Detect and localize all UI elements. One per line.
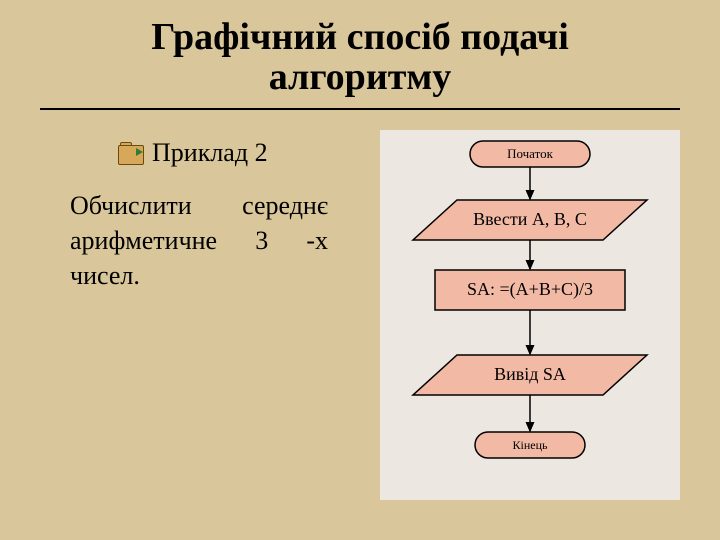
flow-node-label-end: Кінець xyxy=(513,438,549,452)
title-line-2: алгоритму xyxy=(0,58,720,98)
flow-node-output: Вивід SA xyxy=(413,355,647,395)
flowchart-svg: Початок Ввести А, В, С SA: =(A+B+C)/3 Вивід… xyxy=(380,130,680,500)
flow-node-label-start: Початок xyxy=(507,146,554,161)
folder-open-icon xyxy=(118,142,144,164)
flow-node-label-process: SA: =(A+B+C)/3 xyxy=(467,279,593,300)
flow-node-end: Кінець xyxy=(475,432,585,458)
subtitle-row: Приклад 2 xyxy=(118,138,268,168)
slide: Графічний спосіб подачі алгоритму Прикла… xyxy=(0,0,720,540)
subtitle-text: Приклад 2 xyxy=(152,138,268,168)
title-rule xyxy=(40,108,680,110)
title-line-1: Графічний спосіб подачі xyxy=(0,18,720,58)
flow-node-process: SA: =(A+B+C)/3 xyxy=(435,270,625,310)
page-title: Графічний спосіб подачі алгоритму xyxy=(0,18,720,98)
flow-node-input: Ввести А, В, С xyxy=(413,200,647,240)
flow-node-label-input: Ввести А, В, С xyxy=(473,209,587,229)
flow-node-label-output: Вивід SA xyxy=(494,364,566,384)
flow-node-start: Початок xyxy=(470,141,590,167)
body-text: Обчислити середнє арифметичне 3 -х чисел… xyxy=(70,188,328,293)
flowchart-panel: Початок Ввести А, В, С SA: =(A+B+C)/3 Вивід… xyxy=(380,130,680,500)
